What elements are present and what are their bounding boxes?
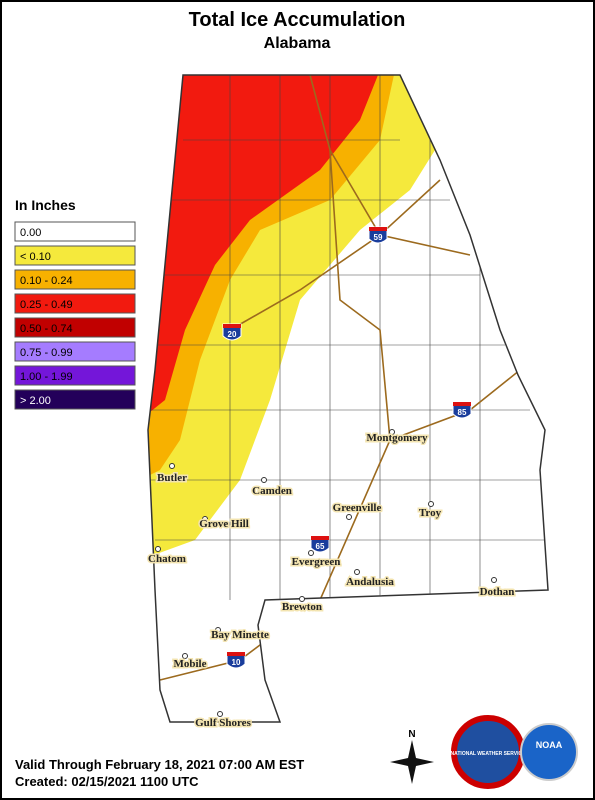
- north-arrow: [390, 740, 434, 784]
- interstate-number: 65: [316, 542, 325, 551]
- city-dot: [215, 627, 221, 633]
- legend-swatch: [14, 317, 136, 338]
- state-outline: [147, 74, 549, 723]
- city-dot: [428, 501, 434, 507]
- city-label: Bay Minette: [211, 629, 269, 641]
- city-dot: [217, 711, 223, 717]
- city-label: Butler: [157, 472, 187, 484]
- city-label: Chatom: [148, 553, 186, 565]
- legend-label: 0.75 - 0.99: [20, 347, 73, 359]
- valid-time: Valid Through February 18, 2021 07:00 AM…: [15, 757, 304, 772]
- title: Total Ice Accumulation: [189, 9, 406, 31]
- city-dot: [346, 514, 352, 520]
- interstate-top: [227, 652, 245, 656]
- city-label: Dothan: [480, 586, 515, 598]
- city-dot: [169, 463, 175, 469]
- interstate-number: 20: [228, 330, 237, 339]
- legend-title: In Inches: [15, 197, 76, 213]
- city-dot: [261, 477, 267, 483]
- city-dot: [155, 546, 161, 552]
- city-dot: [491, 577, 497, 583]
- city-label: Greenville: [333, 502, 382, 514]
- city-label: Gulf Shores: [195, 717, 251, 729]
- city-label: Camden: [252, 485, 292, 497]
- legend-label: 1.00 - 1.99: [20, 371, 73, 383]
- city-dot: [202, 516, 208, 522]
- city-label: Troy: [419, 507, 442, 519]
- legend-swatch: [14, 389, 136, 410]
- compass-n: N: [408, 729, 415, 740]
- interstate-top: [369, 227, 387, 231]
- interstate-top: [311, 536, 329, 540]
- city-dot: [299, 596, 305, 602]
- created-time: Created: 02/15/2021 1100 UTC: [15, 774, 199, 789]
- legend-swatch: [14, 341, 136, 362]
- legend-label: 0.50 - 0.74: [20, 323, 73, 335]
- legend-label: 0.10 - 0.24: [20, 275, 73, 287]
- legend-label: 0.00: [20, 227, 41, 239]
- city-label: Mobile: [174, 658, 207, 670]
- legend-label: < 0.10: [20, 251, 51, 263]
- legend-swatch: [14, 245, 136, 266]
- city-label: Brewton: [282, 601, 322, 613]
- city-dot: [389, 429, 395, 435]
- interstate-number: 85: [458, 408, 467, 417]
- nws-text: NATIONAL WEATHER SERVICE: [451, 751, 527, 757]
- city-label: Evergreen: [292, 556, 341, 568]
- noaa-logo: [520, 723, 578, 781]
- city-dot: [182, 653, 188, 659]
- city-label: Grove Hill: [199, 518, 249, 530]
- legend-swatch: [14, 221, 136, 242]
- interstate-top: [453, 402, 471, 406]
- legend-label: 0.25 - 0.49: [20, 299, 73, 311]
- city-dot: [308, 550, 314, 556]
- noaa-text: NOAA: [536, 740, 563, 750]
- interstate-number: 10: [232, 658, 241, 667]
- interstate-number: 59: [374, 233, 383, 242]
- city-label: Andalusia: [346, 576, 394, 588]
- legend-swatch: [14, 269, 136, 290]
- legend-label: > 2.00: [20, 395, 51, 407]
- city-dot: [354, 569, 360, 575]
- legend-swatch: [14, 365, 136, 386]
- legend-swatch: [14, 293, 136, 314]
- subtitle: Alabama: [264, 35, 331, 52]
- interstate-top: [223, 324, 241, 328]
- city-label: Montgomery: [366, 432, 428, 444]
